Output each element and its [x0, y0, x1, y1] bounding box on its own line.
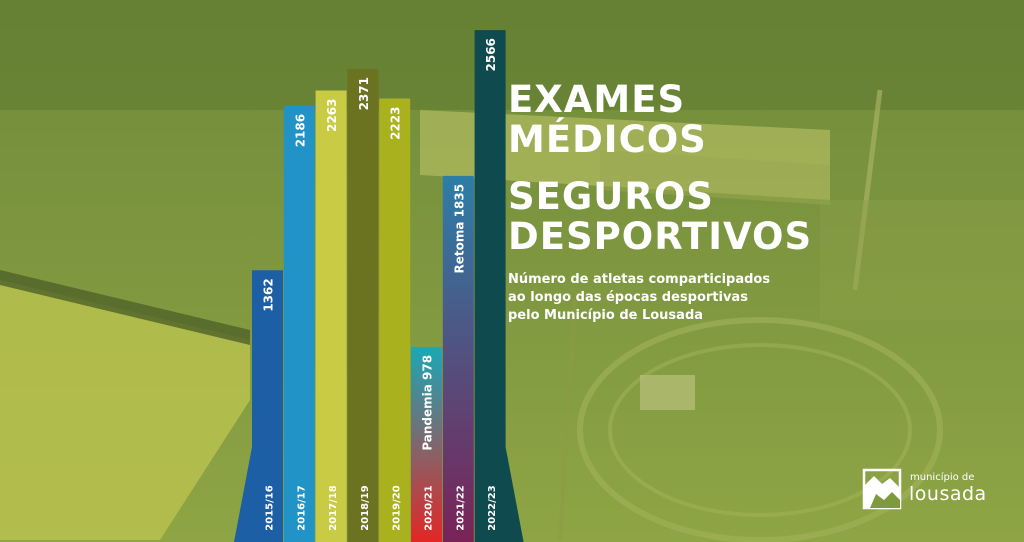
bar-2018-19 [347, 68, 379, 542]
bar-value-label: Retoma 1835 [452, 184, 466, 274]
bar-value-label: Pandemia 978 [421, 355, 435, 451]
category-label: 2015/16 [265, 485, 276, 530]
title-line-1: EXAMES [508, 78, 686, 121]
logo-main-text: lousada [909, 483, 987, 505]
title2-line-2: DESPORTIVOS [508, 215, 813, 258]
bar-value-label: 1362 [262, 278, 276, 311]
bar-value-label: 2566 [484, 38, 498, 71]
bar-value-label: 2186 [293, 114, 307, 147]
title-line-2: MÉDICOS [508, 118, 707, 161]
municipality-emblem-icon [862, 468, 902, 510]
bar-2019-20 [379, 98, 411, 542]
title: EXAMES MÉDICOS [508, 80, 707, 160]
subtitle-line-2: ao longo das épocas desportivas [508, 290, 748, 305]
bar-2017-18 [315, 90, 347, 542]
subtitle-line-1: Número de atletas comparticipados [508, 272, 771, 287]
bar-value-label: 2371 [357, 77, 371, 110]
category-label: 2019/20 [392, 485, 403, 530]
subtitle: Número de atletas comparticipados ao lon… [508, 271, 808, 325]
category-label: 2021/22 [455, 485, 466, 530]
category-label: 2017/18 [328, 485, 339, 530]
bar-2022-23 [474, 30, 524, 542]
category-label: 2016/17 [296, 485, 307, 530]
subtitle-line-3: pelo Município de Lousada [508, 308, 704, 323]
bar-2020-21 [411, 346, 442, 542]
municipality-logo: município de lousada [862, 468, 992, 510]
category-label: 2020/21 [424, 485, 435, 530]
bar-value-label: 2263 [325, 99, 339, 132]
bar-2016-17 [283, 105, 315, 542]
bar-value-label: 2223 [389, 107, 403, 140]
category-label: 2018/19 [360, 485, 371, 530]
bar-2015-16 [234, 270, 283, 542]
logo-top-text: município de [910, 472, 975, 483]
title2-line-1: SEGUROS [508, 175, 714, 218]
category-label: 2022/23 [487, 485, 498, 530]
bar-2021-22 [442, 175, 474, 542]
title-secondary: SEGUROS DESPORTIVOS [508, 177, 812, 257]
